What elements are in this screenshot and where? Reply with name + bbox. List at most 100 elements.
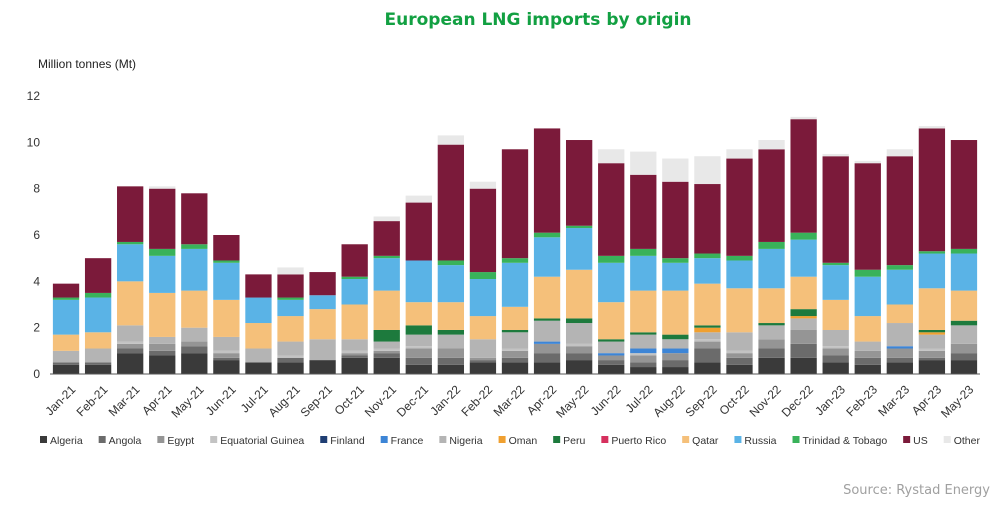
legend-entry-label: Puerto Rico xyxy=(611,435,666,447)
bar-segment xyxy=(149,186,176,189)
bar-segment xyxy=(84,348,112,363)
bar-segment xyxy=(790,316,817,319)
bar-segment xyxy=(149,336,176,344)
bar-segment xyxy=(694,258,721,284)
bar-segment xyxy=(277,357,304,363)
bar-segment xyxy=(598,262,625,303)
bar-segment xyxy=(149,255,176,293)
bar-segment xyxy=(437,135,465,145)
bar-segment xyxy=(918,288,946,330)
bar-segment xyxy=(245,323,272,349)
legend-swatch xyxy=(157,436,165,443)
bar-segment xyxy=(181,341,208,347)
legend-swatch xyxy=(498,436,506,443)
bar-stack xyxy=(565,140,593,374)
bar-segment xyxy=(854,350,881,358)
bar-stack xyxy=(309,272,336,374)
bar-segment xyxy=(533,353,561,363)
bar-segment xyxy=(373,348,400,351)
bar-segment xyxy=(598,341,625,354)
bar-segment xyxy=(405,302,432,326)
bar-segment xyxy=(373,258,400,291)
bar-segment xyxy=(790,357,817,374)
legend-entry-label: Finland xyxy=(330,435,365,447)
bar-segment xyxy=(598,355,625,361)
bar-segment xyxy=(373,353,400,358)
bar-segment xyxy=(630,290,657,333)
bar-segment xyxy=(854,276,881,317)
bar-segment xyxy=(886,149,913,157)
bar-segment xyxy=(662,339,689,349)
bar-segment xyxy=(117,325,144,342)
bar-segment xyxy=(341,357,368,374)
bar-segment xyxy=(565,323,593,344)
bar-segment xyxy=(213,360,240,374)
bar-stack xyxy=(854,160,881,374)
bar-segment xyxy=(341,350,368,354)
bar-segment xyxy=(662,360,689,368)
bar-segment xyxy=(565,343,593,347)
legend-swatch xyxy=(439,436,447,443)
bar-segment xyxy=(405,357,432,365)
bar-segment xyxy=(405,260,432,303)
bar-segment xyxy=(437,329,465,335)
bar-segment xyxy=(533,276,561,319)
bar-stack xyxy=(726,149,753,374)
bar-segment xyxy=(822,362,849,374)
bar-segment xyxy=(950,290,978,321)
bar-segment xyxy=(662,258,689,263)
bar-stack xyxy=(662,158,689,374)
bar-segment xyxy=(918,348,946,351)
bar-segment xyxy=(886,265,913,270)
bar-segment xyxy=(469,362,497,374)
bar-segment xyxy=(662,158,689,182)
bar-segment xyxy=(373,290,400,330)
y-tick-label: 0 xyxy=(33,367,40,381)
x-tick-label: Mar-23 xyxy=(875,382,912,419)
bar-segment xyxy=(149,248,176,256)
legend-swatch xyxy=(601,436,609,443)
bar-segment xyxy=(437,144,465,261)
source-note: Source: Rystad Energy xyxy=(843,483,990,498)
bar-segment xyxy=(533,318,561,321)
bar-segment xyxy=(533,232,561,238)
bar-segment xyxy=(341,304,368,340)
bar-segment xyxy=(694,325,721,328)
bar-segment xyxy=(501,357,529,363)
bar-segment xyxy=(822,355,849,363)
bar-segment xyxy=(277,299,304,317)
bar-segment xyxy=(52,334,80,351)
bar-segment xyxy=(213,357,240,361)
bar-segment xyxy=(822,265,849,300)
bar-segment xyxy=(213,262,240,300)
bar-segment xyxy=(213,350,240,354)
legend-entry-label: US xyxy=(913,435,928,447)
bar-stack xyxy=(886,149,913,374)
legend-swatch xyxy=(734,436,742,443)
bar-segment xyxy=(181,353,208,374)
y-axis-ticks: 0 2 4 6 8 10 12 xyxy=(27,89,41,381)
bar-segment xyxy=(181,290,208,328)
bar-segment xyxy=(533,320,561,342)
legend-swatch xyxy=(380,436,388,443)
x-tick-label: Sep-21 xyxy=(298,382,335,419)
bar-segment xyxy=(565,225,593,229)
bar-segment xyxy=(886,362,913,374)
bar-segment xyxy=(309,272,336,296)
bar-segment xyxy=(52,364,80,374)
bar-segment xyxy=(469,316,497,340)
bar-stack xyxy=(245,274,272,374)
bar-segment xyxy=(84,362,112,365)
bar-segment xyxy=(662,348,689,354)
bar-segment xyxy=(437,364,465,374)
bar-segment xyxy=(854,316,881,342)
bar-segment xyxy=(598,360,625,365)
x-tick-label: Nov-21 xyxy=(362,382,399,419)
bar-segment xyxy=(630,353,657,356)
bar-segment xyxy=(918,329,946,333)
bar-segment xyxy=(213,299,240,337)
bar-segment xyxy=(662,334,689,340)
bar-segment xyxy=(341,279,368,305)
bar-segment xyxy=(84,258,112,293)
bar-stack xyxy=(405,195,432,374)
